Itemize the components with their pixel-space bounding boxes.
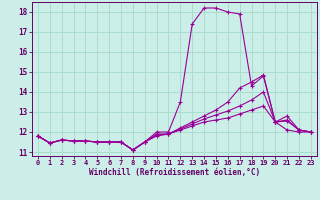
X-axis label: Windchill (Refroidissement éolien,°C): Windchill (Refroidissement éolien,°C) [89,168,260,177]
